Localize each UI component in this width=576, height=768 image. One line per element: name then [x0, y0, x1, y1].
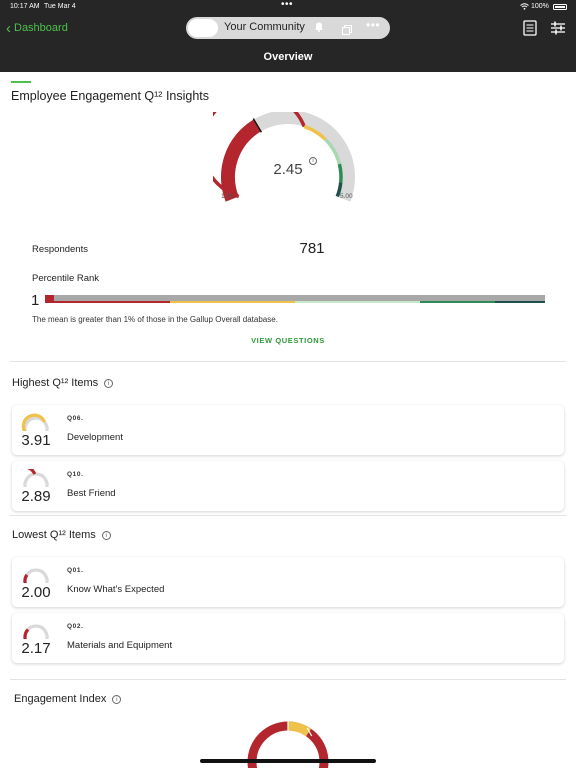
- respondents-label: Respondents: [32, 244, 88, 255]
- gauge-band: [323, 138, 342, 165]
- home-indicator[interactable]: [200, 759, 376, 763]
- mini-gauge: [21, 469, 49, 487]
- item-code: Q01.: [67, 567, 84, 574]
- item-score: 2.00: [21, 584, 51, 601]
- back-to-dashboard-button[interactable]: ‹ Dashboard: [6, 20, 68, 36]
- gauge-value: 2.45: [273, 161, 303, 178]
- mini-gauge-fill: [21, 413, 47, 431]
- top-header: 10:17 AM Tue Mar 4 ••• 100% ‹ Dashboard …: [0, 0, 576, 72]
- mini-gauge: [23, 624, 49, 639]
- back-label: Dashboard: [14, 22, 68, 34]
- mini-gauge-fill: [23, 573, 29, 583]
- percentile-band-green: [420, 301, 495, 303]
- info-icon[interactable]: i: [104, 378, 114, 388]
- info-icon[interactable]: i: [112, 694, 122, 704]
- gauge-min-label: 1.00: [221, 193, 234, 200]
- info-icon[interactable]: i: [309, 157, 317, 165]
- community-toggle[interactable]: [188, 19, 218, 37]
- filter-sliders-icon[interactable]: [550, 20, 566, 36]
- percentile-band-yellow: [170, 301, 295, 303]
- info-icon[interactable]: i: [101, 530, 111, 540]
- document-icon[interactable]: [523, 20, 537, 36]
- gauge-needle: [252, 118, 263, 133]
- mini-gauge: [23, 568, 49, 583]
- lowest-items-header: Lowest Q¹² Items i: [12, 529, 111, 541]
- highest-items-title: Highest Q¹² Items: [12, 377, 99, 389]
- gauge-value-arc: [221, 119, 262, 202]
- item-code: Q06.: [67, 415, 84, 422]
- lowest-items-title: Lowest Q¹² Items: [12, 529, 96, 541]
- insights-title: Employee Engagement Q¹² Insights: [11, 89, 210, 103]
- item-code: Q10.: [67, 471, 84, 478]
- item-score: 2.17: [21, 640, 51, 657]
- cards-icon[interactable]: [342, 22, 352, 35]
- gauge-band: [335, 182, 343, 198]
- percentile-label: Percentile Rank: [32, 273, 100, 284]
- divider: [10, 515, 566, 516]
- gauge-band: [213, 112, 306, 199]
- divider: [10, 679, 566, 680]
- engagement-index-title: Engagement Index: [14, 693, 107, 705]
- mini-gauge-fill: [21, 469, 37, 487]
- mini-gauge-track: [23, 472, 49, 487]
- item-name: Know What's Expected: [67, 584, 165, 595]
- more-icon[interactable]: •••: [366, 18, 381, 32]
- battery-percent: 100%: [531, 3, 549, 10]
- bell-icon[interactable]: [314, 21, 324, 35]
- mini-gauge-track: [23, 568, 49, 583]
- item-card[interactable]: 3.91 Q06. Development: [12, 405, 564, 455]
- percentile-bar: [45, 295, 545, 303]
- percentile-note: The mean is greater than 1% of those in …: [32, 315, 278, 324]
- engagement-gauge: [213, 112, 355, 202]
- item-score: 2.89: [21, 488, 51, 505]
- percentile-marker: [45, 295, 54, 301]
- battery-icon: [553, 4, 567, 10]
- wifi-icon: [520, 3, 529, 12]
- gauge-band: [337, 163, 343, 183]
- status-bar: 10:17 AM Tue Mar 4 ••• 100%: [0, 0, 576, 13]
- status-time: 10:17 AM: [10, 3, 40, 10]
- status-date: Tue Mar 4: [44, 3, 76, 10]
- item-card[interactable]: 2.17 Q02. Materials and Equipment: [12, 613, 564, 663]
- view-questions-link[interactable]: VIEW QUESTIONS: [251, 336, 325, 345]
- percentile-track: [45, 295, 545, 301]
- gauge-band: [303, 124, 327, 141]
- chevron-left-icon: ‹: [6, 19, 11, 37]
- mini-gauge-track: [23, 624, 49, 639]
- community-label: Your Community: [224, 21, 305, 33]
- mini-gauge: [21, 413, 49, 431]
- community-switcher[interactable]: Your Community •••: [186, 17, 390, 39]
- item-card[interactable]: 2.89 Q10. Best Friend: [12, 461, 564, 511]
- engagement-index-header: Engagement Index i: [14, 693, 122, 705]
- item-score: 3.91: [21, 432, 51, 449]
- page-title: Overview: [263, 51, 313, 63]
- percentile-band-teal: [495, 301, 545, 303]
- percentile-value: 1: [31, 292, 40, 309]
- mini-gauge-fill: [23, 628, 30, 639]
- respondents-value: 781: [299, 240, 325, 257]
- item-code: Q02.: [67, 623, 84, 630]
- item-card[interactable]: 2.00 Q01. Know What's Expected: [12, 557, 564, 607]
- multitask-dots-icon[interactable]: •••: [281, 0, 294, 10]
- item-name: Materials and Equipment: [67, 640, 173, 651]
- gauge-max-label: 5.00: [340, 193, 353, 200]
- percentile-band-red: [45, 301, 170, 303]
- mini-gauge-track: [23, 416, 49, 431]
- item-name: Best Friend: [67, 488, 116, 499]
- item-name: Development: [67, 432, 123, 443]
- percentile-band-lightgreen: [295, 301, 420, 303]
- section-accent-bar: [11, 81, 31, 83]
- highest-items-header: Highest Q¹² Items i: [12, 377, 114, 389]
- divider: [10, 361, 566, 362]
